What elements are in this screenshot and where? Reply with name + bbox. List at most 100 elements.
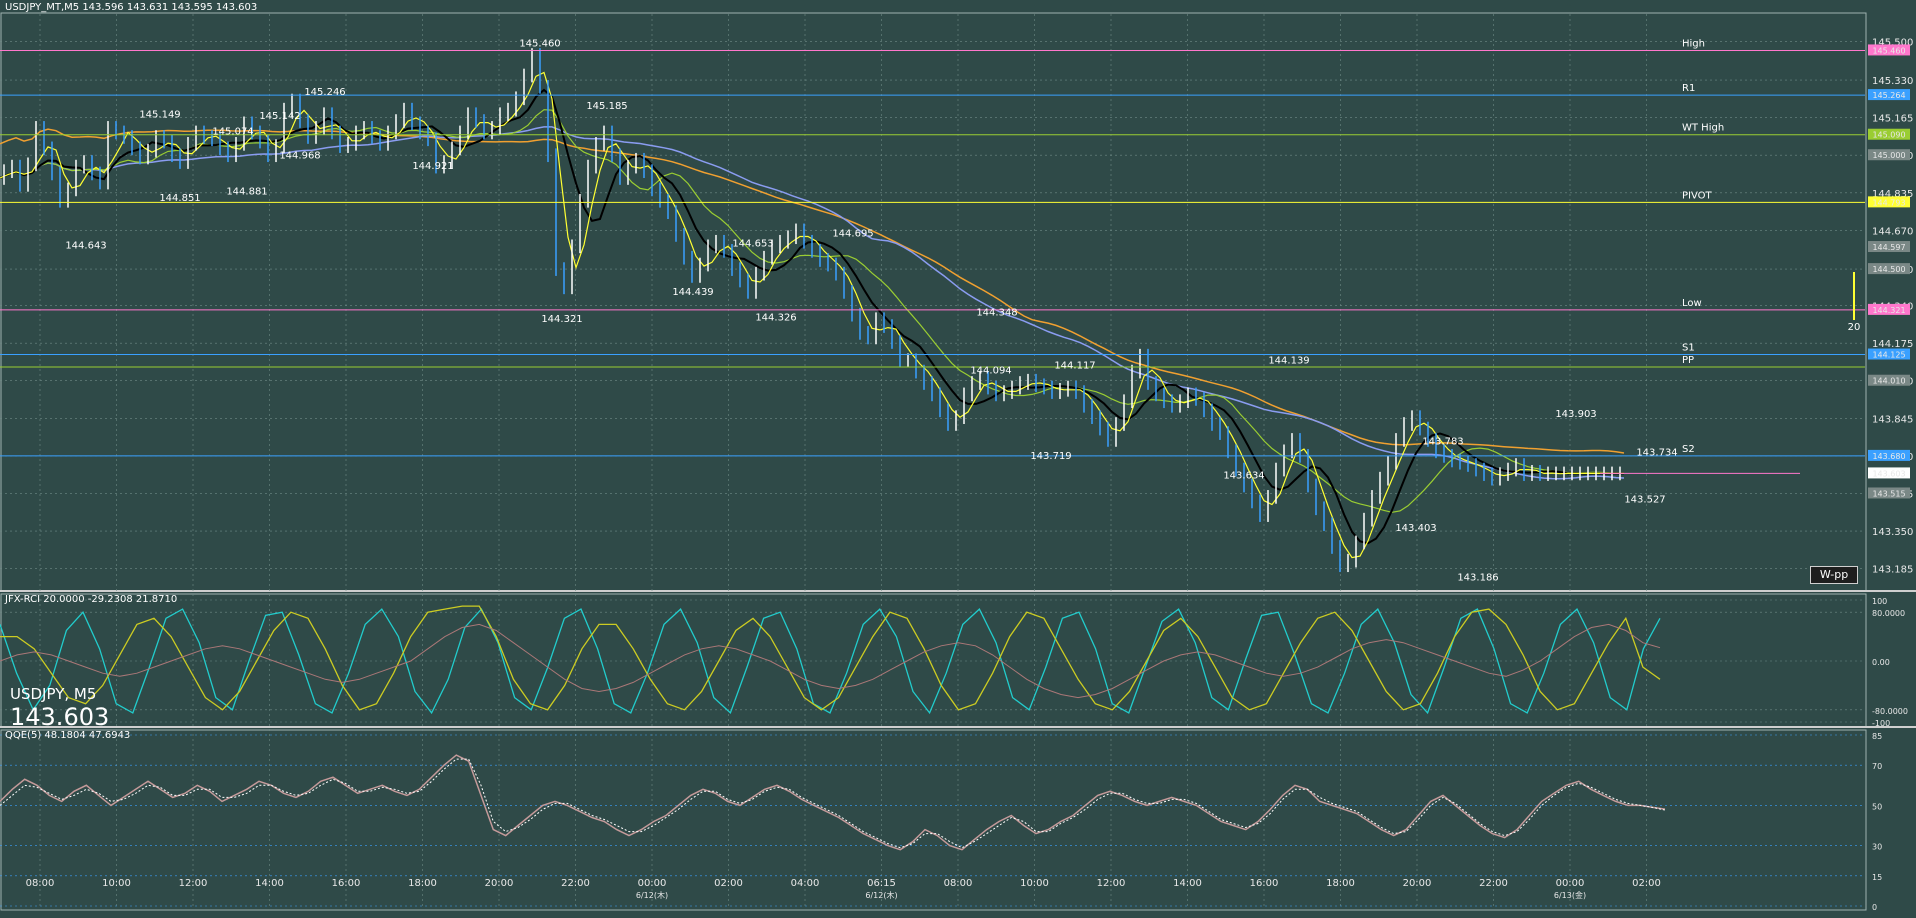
price-annotation: 143.783 [1422,436,1463,447]
price-annotation: 145.185 [586,101,627,112]
axis-tag [1868,374,1910,386]
x-tick-label: 12:00 [1097,878,1126,889]
qqe-tick-label: 15 [1872,873,1882,882]
x-date-label: 6/12(木) [865,890,897,900]
y-tick-label: 144.175 [1872,339,1913,350]
rci-tick-label: -100 [1872,719,1890,728]
y-tick-label: 144.670 [1872,226,1913,237]
level-tag-text: 144.793 [1872,198,1905,207]
price-annotation: 145.460 [519,38,560,49]
axis-tag-text: 143.515 [1872,489,1905,498]
rci-series-line [0,623,1661,699]
x-tick-label: 10:00 [1020,878,1049,889]
overlay-symbol: USDJPY, M5 [10,685,97,703]
ma-orange-line [0,128,1625,454]
x-tick-label: 16:00 [1250,878,1279,889]
axis-tag-text: 145.000 [1872,151,1905,160]
price-annotation: 144.881 [226,186,267,197]
qqe-series-line [0,754,1666,851]
level-tag [1868,89,1910,101]
y-tick-label: 143.185 [1872,565,1913,576]
ma-green-line [0,109,1624,513]
qqe-panel-border [0,729,1867,911]
qqe-tick-label: 85 [1872,732,1882,741]
axis-tag-text: 144.010 [1872,377,1905,386]
y-tick-label: 144.835 [1872,189,1913,200]
ma-blue-line [0,126,1625,480]
level-label: PP [1682,355,1694,366]
x-tick-label: 16:00 [332,878,361,889]
rci-tick-label: -80.0000 [1872,707,1908,716]
x-tick-label: 20:00 [1403,878,1432,889]
level-tag-text: 143.680 [1872,452,1905,461]
price-annotation: 145.142 [259,111,300,122]
level-tag [1868,303,1910,315]
x-tick-label: 00:00 [638,878,667,889]
level-tag-text: 144.321 [1872,306,1905,315]
price-annotation: 144.094 [970,366,1011,377]
x-tick-label: 22:00 [561,878,590,889]
price-annotation: 143.186 [1457,572,1498,583]
price-annotation: 144.326 [755,313,796,324]
qqe-tick-label: 0 [1872,903,1877,912]
price-annotation: 144.439 [672,287,713,298]
x-tick-label: 20:00 [485,878,514,889]
level-tag-text: 145.460 [1872,46,1905,55]
x-tick-label: 02:00 [714,878,743,889]
y-tick-label: 143.350 [1872,527,1913,538]
price-annotation: 145.149 [139,109,180,120]
level-label: R1 [1682,83,1695,94]
y-tick-label: 143.845 [1872,414,1913,425]
price-annotation: 143.527 [1624,495,1665,506]
axis-tag [1868,487,1910,499]
qqe-tick-label: 30 [1872,843,1882,852]
x-tick-label: 02:00 [1632,878,1661,889]
level-label: S1 [1682,343,1695,354]
x-tick-label: 00:00 [1556,878,1585,889]
rci-tick-label: 80.0000 [1872,609,1905,618]
x-tick-label: 22:00 [1479,878,1508,889]
x-tick-label: 04:00 [791,878,820,889]
x-tick-label: 08:00 [944,878,973,889]
price-annotation: 143.903 [1555,409,1596,420]
level-label: PIVOT [1682,190,1713,201]
price-annotation: 144.968 [279,151,320,162]
qqe-info: QQE(5) 48.1804 47.6943 [5,730,131,741]
rci-panel-border [0,593,1867,728]
axis-tag [1868,241,1910,253]
price-annotation: 143.719 [1030,451,1071,462]
rci-series-line [0,605,1661,711]
x-tick-label: 14:00 [1173,878,1202,889]
wpp-button[interactable]: W-pp [1810,566,1858,584]
level-tag [1868,196,1910,208]
y-tick-label: 145.500 [1872,37,1913,48]
x-tick-label: 18:00 [1326,878,1355,889]
axis-tag [1868,149,1910,161]
price-annotation: 144.921 [412,161,453,172]
level-tag [1868,449,1910,461]
qqe-tick-label: 50 [1872,802,1882,811]
axis-tag [1868,263,1910,275]
axis-tag [1868,467,1910,479]
rci-tick-label: 0.00 [1872,658,1890,667]
y-tick-label: 145.330 [1872,76,1913,87]
price-annotation: 144.695 [832,229,873,240]
level-tag-text: 145.264 [1872,91,1905,100]
price-annotation: 143.634 [1223,470,1264,481]
y-tick-label: 145.165 [1872,114,1913,125]
price-annotation: 144.117 [1054,360,1095,371]
x-tick-label: 18:00 [408,878,437,889]
qqe-series-line [0,758,1666,849]
rci-tick-label: 100 [1872,597,1887,606]
x-tick-label: 14:00 [255,878,284,889]
level-tag-text: 144.125 [1872,351,1905,360]
level-label: WT High [1682,123,1724,134]
level-label: S2 [1682,444,1695,455]
price-annotation: 143.734 [1636,448,1677,459]
price-annotation: 144.348 [976,308,1017,319]
qqe-tick-label: 70 [1872,762,1882,771]
price-annotation: 144.643 [65,241,106,252]
axis-tag-text: 144.597 [1872,243,1905,252]
level-label: High [1682,38,1705,49]
rci-info: JFX-RCI 20.0000 -29.2308 21.8710 [5,594,178,605]
